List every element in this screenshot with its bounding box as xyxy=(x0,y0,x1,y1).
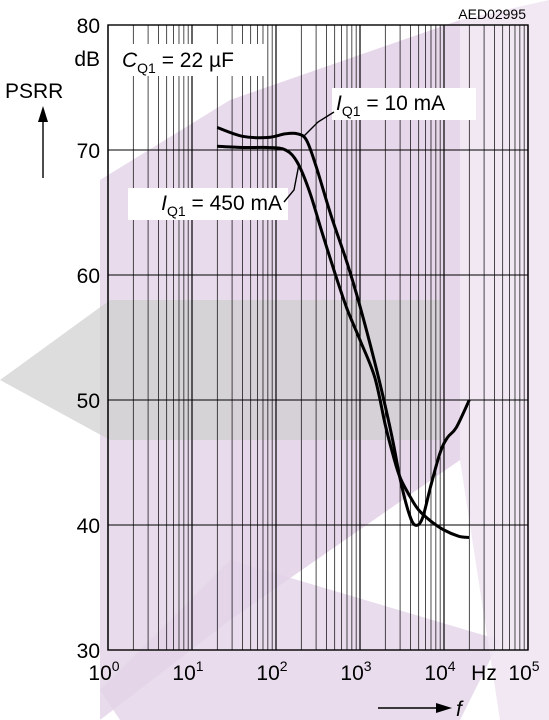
x-unit-label: Hz xyxy=(471,662,497,685)
y-tick-label: 70 xyxy=(77,140,100,163)
y-tick-label: 30 xyxy=(77,640,100,663)
series-leader-450ma xyxy=(283,163,300,203)
grid xyxy=(107,24,529,651)
series-label-iq1-10ma: IQ1 = 10 mA xyxy=(336,92,445,119)
y-tick-label: 60 xyxy=(77,265,100,288)
series-label-iq1-450ma: IQ1 = 450 mA xyxy=(161,192,282,219)
x-tick-label: 101 xyxy=(172,658,203,685)
figure-id: AED02995 xyxy=(458,6,526,22)
series-line-iq1-10ma xyxy=(216,126,471,527)
x-axis-arrowhead xyxy=(436,703,452,713)
condition-label: CQ1 = 22 µF xyxy=(122,49,234,76)
series-line-iq1-450ma xyxy=(217,144,470,539)
x-tick-label: 103 xyxy=(340,658,371,685)
y-axis-arrowhead xyxy=(38,106,48,122)
series-label-iq1-10ma-background xyxy=(332,88,476,120)
condition-label-background xyxy=(114,44,264,76)
x-axis-label: f xyxy=(456,698,464,720)
y-tick-label: 40 xyxy=(77,515,100,538)
x-tick-label: 104 xyxy=(424,658,455,685)
chart-labels: 30 40 50 60 70 80 100 101 102 103 104 105 Hzf dB PSRR A… xyxy=(5,6,540,720)
plot-frame xyxy=(107,24,529,651)
y-axis-label: PSRR xyxy=(5,80,63,103)
series-label-iq1-450ma-background xyxy=(128,188,288,220)
x-tick-label: 102 xyxy=(256,658,287,685)
series-layer xyxy=(216,126,471,539)
series-leader-10ma xyxy=(303,111,335,137)
y-unit-label: dB xyxy=(74,48,100,71)
y-tick-label: 80 xyxy=(77,15,100,38)
x-tick-label: 100 xyxy=(88,658,119,685)
y-tick-label: 50 xyxy=(77,390,100,413)
x-tick-label: 105 xyxy=(508,658,539,685)
